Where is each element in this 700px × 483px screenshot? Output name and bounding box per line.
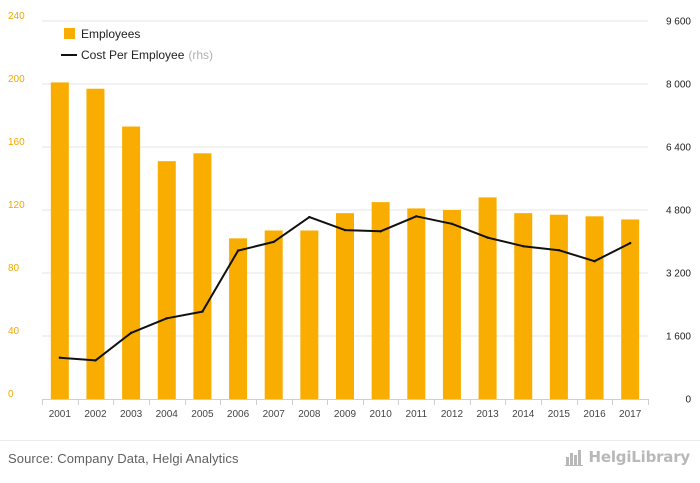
line-point-2005[interactable]	[201, 310, 204, 313]
y-left-tick-label: 160	[8, 137, 25, 148]
x-tick-label: 2003	[120, 409, 143, 420]
bar-2013[interactable]	[478, 197, 497, 399]
y-right-tick-label: 8 000	[666, 80, 691, 91]
logo-text: HelgiLibrary	[588, 448, 691, 466]
y-right-tick-label: 0	[685, 395, 691, 406]
bar-2006[interactable]	[229, 238, 248, 399]
line-point-2012[interactable]	[450, 222, 454, 225]
y-left-tick-label: 120	[8, 200, 25, 211]
y-left-tick-label: 80	[8, 263, 20, 274]
x-tick-label: 2009	[334, 409, 357, 420]
x-tick-label: 2017	[619, 409, 642, 420]
x-tick-label: 2005	[191, 409, 214, 420]
line-point-2004[interactable]	[165, 317, 168, 320]
bar-2012[interactable]	[442, 210, 461, 399]
line-point-2017[interactable]	[628, 241, 632, 245]
x-tick-label: 2001	[49, 409, 72, 420]
bar-2016[interactable]	[585, 216, 604, 399]
line-point-2007[interactable]	[272, 240, 275, 244]
bar-2001[interactable]	[50, 82, 69, 400]
line-point-2016[interactable]	[593, 259, 596, 263]
line-point-2002[interactable]	[94, 359, 97, 362]
line-point-2009[interactable]	[343, 228, 347, 232]
bar-2010[interactable]	[371, 202, 390, 399]
bar-2008[interactable]	[300, 230, 319, 399]
x-tick-label: 2014	[512, 409, 535, 420]
bar-2002[interactable]	[86, 88, 105, 399]
line-point-2015[interactable]	[557, 248, 561, 252]
line-point-2006[interactable]	[236, 249, 240, 252]
y-left-tick-label: 0	[8, 389, 14, 400]
bar-2005[interactable]	[193, 153, 212, 399]
footer-divider	[0, 440, 700, 441]
source-note: Source: Company Data, Helgi Analytics	[8, 451, 239, 466]
x-tick-label: 2016	[583, 409, 606, 420]
y-right-tick-label: 6 400	[666, 143, 691, 154]
line-point-2003[interactable]	[129, 331, 133, 335]
legend-bar-swatch	[64, 28, 75, 39]
bar-2011[interactable]	[407, 208, 426, 399]
x-tick-label: 2013	[476, 409, 499, 420]
x-tick-label: 2007	[263, 409, 286, 420]
chart-icon	[564, 448, 585, 466]
bar-2003[interactable]	[122, 126, 141, 400]
x-tick-label: 2012	[441, 409, 464, 420]
y-left-tick-label: 200	[8, 74, 25, 85]
y-left-tick-label: 40	[8, 326, 20, 337]
line-point-2010[interactable]	[379, 230, 382, 233]
bar-2007[interactable]	[264, 230, 283, 399]
line-point-2001[interactable]	[58, 356, 62, 359]
bar-2004[interactable]	[157, 161, 176, 399]
legend-rhs-note: (rhs)	[188, 48, 213, 62]
x-tick-label: 2010	[370, 409, 393, 420]
bar-2009[interactable]	[336, 213, 354, 399]
line-point-2013[interactable]	[486, 236, 489, 239]
y-right-tick-label: 4 800	[666, 206, 691, 217]
y-right-tick-label: 9 600	[666, 17, 691, 28]
line-point-2014[interactable]	[522, 245, 525, 248]
combo-chart: 0 40 80 120 160 200 240 0 1 600 3 200 4 800 6 400 8 …	[8, 11, 691, 420]
line-point-2008[interactable]	[308, 215, 311, 219]
line-point-2011[interactable]	[415, 215, 418, 218]
x-tick-label: 2004	[156, 409, 179, 420]
x-tick-label: 2008	[298, 409, 321, 420]
x-tick-label: 2006	[227, 409, 250, 420]
helgi-library-logo[interactable]: HelgiLibrary	[564, 448, 691, 466]
y-right-tick-label: 1 600	[666, 332, 691, 343]
legend-employees[interactable]: Employees	[81, 27, 140, 41]
y-left-tick-label: 240	[8, 11, 25, 22]
x-tick-label: 2015	[548, 409, 571, 420]
bar-2014[interactable]	[514, 213, 533, 399]
bar-2015[interactable]	[549, 214, 568, 399]
bar-2017[interactable]	[621, 219, 640, 399]
y-right-tick-label: 3 200	[666, 269, 691, 280]
legend-cost-per-employee[interactable]: Cost Per Employee	[81, 48, 185, 62]
x-tick-label: 2011	[406, 409, 428, 420]
x-tick-label: 2002	[84, 409, 107, 420]
